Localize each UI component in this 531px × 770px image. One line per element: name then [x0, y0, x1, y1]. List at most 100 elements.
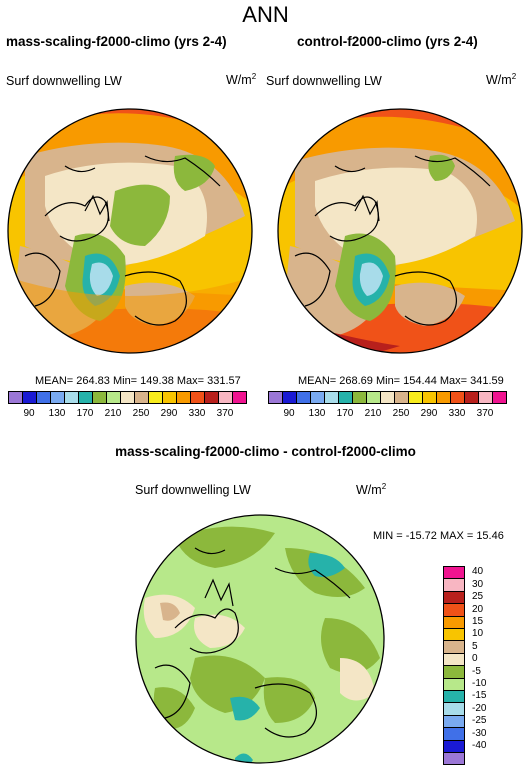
right-colorbar: [268, 391, 507, 404]
right-colorbar-tick-label: 170: [336, 408, 354, 419]
right-colorbar-tick-label: 210: [364, 408, 382, 419]
right-colorbar-tick-label: 330: [448, 408, 466, 419]
diff-colorbar-swatch: [443, 677, 465, 691]
diff-colorbar-swatch: [443, 739, 465, 753]
left-polar-map: [7, 108, 253, 354]
right-colorbar-swatch: [268, 391, 283, 404]
diff-polar-map: [135, 514, 385, 764]
right-colorbar-swatch: [492, 391, 507, 404]
diff-colorbar-swatch: [443, 566, 465, 580]
left-colorbar-tick-label: 210: [104, 408, 122, 419]
left-colorbar-swatch: [204, 391, 219, 404]
left-colorbar-swatch: [50, 391, 65, 404]
right-units-label: W/m2: [486, 72, 517, 88]
right-colorbar-swatch: [310, 391, 325, 404]
left-colorbar: [8, 391, 247, 404]
right-colorbar-tick-label: 250: [392, 408, 410, 419]
left-colorbar-tick-label: 290: [160, 408, 178, 419]
left-colorbar-swatch: [78, 391, 93, 404]
diff-colorbar-tick-label: -20: [472, 702, 487, 714]
left-colorbar-swatch: [232, 391, 247, 404]
diff-colorbar-swatch: [443, 640, 465, 654]
right-colorbar-swatch: [380, 391, 395, 404]
left-stats: MEAN= 264.83 Min= 149.38 Max= 331.57: [35, 375, 241, 387]
right-colorbar-swatch: [422, 391, 437, 404]
left-colorbar-tick-label: 370: [216, 408, 234, 419]
left-colorbar-swatch: [120, 391, 135, 404]
right-colorbar-swatch: [450, 391, 465, 404]
left-colorbar-swatch: [22, 391, 37, 404]
diff-stats: MIN = -15.72 MAX = 15.46: [373, 530, 504, 542]
left-colorbar-tick-label: 130: [48, 408, 66, 419]
right-panel-title: control-f2000-climo (yrs 2-4): [297, 34, 478, 49]
diff-colorbar-swatch: [443, 727, 465, 741]
right-colorbar-tick-label: 290: [420, 408, 438, 419]
right-colorbar-labels: 90 130 170 210 250 290 330 370: [268, 408, 520, 422]
right-colorbar-tick-label: 90: [283, 408, 295, 419]
diff-colorbar-tick-label: 10: [472, 628, 484, 640]
diff-colorbar-labels: 40 30 25 20 15 10 5 0 -5 -10 -15 -20 -25 -30 -40: [472, 566, 512, 766]
diff-colorbar-tick-label: 20: [472, 603, 484, 615]
diff-colorbar-swatch: [443, 590, 465, 605]
left-colorbar-tick-label: 90: [23, 408, 35, 419]
diff-colorbar-tick-label: 15: [472, 616, 484, 627]
right-colorbar-swatch: [366, 391, 381, 404]
diff-colorbar-swatch: [443, 603, 465, 617]
right-colorbar-tick-label: 130: [308, 408, 326, 419]
left-colorbar-labels: 90 130 170 210 250 290 330 370: [8, 408, 260, 422]
right-colorbar-swatch: [352, 391, 367, 404]
left-panel-title: mass-scaling-f2000-climo (yrs 2-4): [6, 34, 227, 49]
left-colorbar-swatch: [92, 391, 107, 404]
right-colorbar-swatch: [338, 391, 353, 404]
diff-colorbar-swatch: [443, 652, 465, 667]
page-title: ANN: [242, 2, 289, 27]
right-stats: MEAN= 268.69 Min= 154.44 Max= 341.59: [298, 375, 504, 387]
left-colorbar-swatch: [190, 391, 205, 404]
left-colorbar-swatch: [148, 391, 163, 404]
left-units-label: W/m2: [226, 72, 257, 88]
left-colorbar-swatch: [64, 391, 79, 404]
diff-colorbar-swatch: [443, 665, 465, 679]
diff-colorbar-tick-label: -10: [472, 678, 487, 689]
diff-colorbar-swatch: [443, 690, 465, 704]
left-colorbar-tick-label: 330: [188, 408, 206, 419]
right-colorbar-swatch: [394, 391, 409, 404]
left-colorbar-tick-label: 250: [132, 408, 150, 419]
diff-units-label: W/m2: [356, 482, 387, 498]
right-colorbar-swatch: [478, 391, 493, 404]
diff-colorbar-swatch: [443, 702, 465, 716]
diff-colorbar-tick-label: 0: [472, 653, 478, 665]
diff-colorbar-swatch: [443, 628, 465, 642]
right-colorbar-tick-label: 370: [476, 408, 494, 419]
left-colorbar-swatch: [162, 391, 177, 404]
diff-colorbar-tick-label: 40: [472, 566, 484, 578]
right-colorbar-swatch: [408, 391, 423, 404]
diff-colorbar-swatch: [443, 578, 465, 592]
right-variable-label: Surf downwelling LW: [266, 74, 382, 88]
right-colorbar-swatch: [282, 391, 297, 404]
diff-colorbar-tick-label: 5: [472, 640, 478, 652]
diff-colorbar-tick-label: -25: [472, 715, 487, 727]
diff-colorbar-swatch: [443, 714, 465, 729]
right-colorbar-swatch: [436, 391, 451, 404]
diff-variable-label: Surf downwelling LW: [135, 483, 251, 497]
diff-colorbar-tick-label: -5: [472, 665, 481, 677]
diff-panel-title: mass-scaling-f2000-climo - control-f2000…: [115, 444, 416, 459]
right-colorbar-swatch: [324, 391, 339, 404]
right-colorbar-swatch: [464, 391, 479, 404]
left-colorbar-swatch: [134, 391, 149, 404]
left-colorbar-swatch: [106, 391, 121, 404]
diff-colorbar-tick-label: 30: [472, 578, 484, 590]
diff-colorbar-swatch: [443, 752, 465, 766]
left-colorbar-swatch: [36, 391, 51, 404]
diff-colorbar-tick-label: 25: [472, 591, 484, 603]
diff-colorbar-tick-label: -30: [472, 727, 487, 739]
diff-colorbar-tick-label: -15: [472, 690, 487, 702]
left-colorbar-swatch: [176, 391, 191, 404]
right-colorbar-swatch: [296, 391, 311, 404]
right-polar-map: [277, 108, 523, 354]
left-variable-label: Surf downwelling LW: [6, 74, 122, 88]
diff-colorbar-tick-label: -40: [472, 740, 487, 751]
left-colorbar-swatch: [218, 391, 233, 404]
diff-colorbar-swatch: [443, 615, 465, 629]
